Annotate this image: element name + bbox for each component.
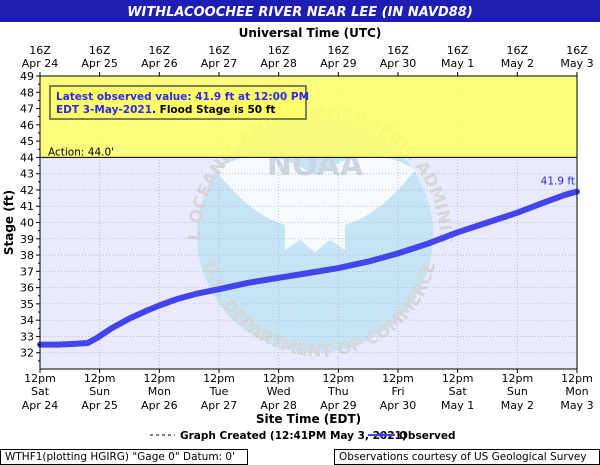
y-tick-label: 39 [20, 233, 34, 246]
top-tick-label-hour: 16Z [208, 44, 230, 57]
bottom-tick-label-weekday: Sat [449, 385, 468, 398]
bottom-tick-label-weekday: Sat [31, 385, 50, 398]
top-tick-label-date: May 3 [560, 57, 593, 70]
bottom-tick-label-weekday: Mon [148, 385, 171, 398]
bottom-tick-label-date: Apr 25 [81, 399, 118, 412]
title-bar [0, 0, 600, 22]
top-tick-label-date: Apr 26 [141, 57, 178, 70]
y-tick-label: 43 [20, 168, 34, 181]
latest-value-box [49, 85, 307, 120]
bottom-tick-label-time: 12pm [203, 372, 235, 385]
bottom-tick-label-time: 12pm [24, 372, 56, 385]
observed-series-line [37, 188, 580, 348]
bottom-tick-label-time: 12pm [382, 372, 414, 385]
y-tick-label: 42 [20, 184, 34, 197]
last-value-label: 41.9 ft [541, 176, 575, 188]
bottom-tick-label-date: May 1 [441, 399, 474, 412]
bottom-tick-label-date: Apr 26 [141, 399, 178, 412]
top-tick-label-hour: 16Z [447, 44, 469, 57]
bottom-tick-label-time: 12pm [561, 372, 593, 385]
y-tick-label: 32 [20, 347, 34, 360]
y-tick-label: 35 [20, 298, 34, 311]
bottom-tick-label-weekday: Wed [267, 385, 291, 398]
footer-gage-info-text: WTHF1(plotting HGIRG) "Gage 0" Datum: 0' [5, 451, 235, 463]
top-tick-label-date: Apr 24 [22, 57, 59, 70]
y-tick-label: 44 [20, 151, 34, 164]
bottom-tick-label-weekday: Sun [89, 385, 110, 398]
top-tick-label-hour: 16Z [268, 44, 290, 57]
bottom-tick-label-weekday: Mon [565, 385, 588, 398]
bottom-tick-label-time: 12pm [143, 372, 175, 385]
top-tick-label-date: May 2 [501, 57, 534, 70]
top-tick-label-hour: 16Z [29, 44, 51, 57]
bottom-tick-label-date: Apr 28 [260, 399, 297, 412]
legend-created-label: Graph Created (12:41PM May 3, 2021) [180, 430, 407, 442]
y-tick-label: 47 [20, 103, 34, 116]
bottom-tick-label-time: 12pm [322, 372, 354, 385]
top-tick-label-date: Apr 25 [81, 57, 118, 70]
bottom-tick-label-time: 12pm [501, 372, 533, 385]
y-tick-label: 37 [20, 265, 34, 278]
bottom-tick-label-date: Apr 24 [22, 399, 59, 412]
bottom-tick-label-date: Apr 30 [380, 399, 417, 412]
latest-value-line1: Latest observed value: 41.9 ft at 12:00 … [56, 91, 309, 103]
top-tick-label-hour: 16Z [507, 44, 529, 57]
y-tick-label: 40 [20, 217, 34, 230]
y-tick-label: 46 [20, 119, 34, 132]
bottom-tick-label-time: 12pm [84, 372, 116, 385]
top-tick-label-hour: 16Z [566, 44, 588, 57]
top-tick-label-date: Apr 28 [260, 57, 297, 70]
y-tick-label: 38 [20, 249, 34, 262]
top-tick-label-hour: 16Z [149, 44, 171, 57]
top-tick-label-date: Apr 29 [320, 57, 357, 70]
bottom-tick-label-date: May 2 [501, 399, 534, 412]
top-tick-label-date: Apr 30 [380, 57, 417, 70]
legend-observed-marker [378, 432, 384, 438]
bottom-tick-label-date: May 3 [560, 399, 593, 412]
action-stage-label: Action: 44.0' [48, 146, 114, 158]
top-tick-label-hour: 16Z [387, 44, 409, 57]
y-tick-label: 48 [20, 86, 34, 99]
bottom-tick-label-time: 12pm [442, 372, 474, 385]
y-tick-label: 45 [20, 135, 34, 148]
bottom-tick-label-weekday: Sun [507, 385, 528, 398]
bottom-tick-label-weekday: Tue [209, 385, 229, 398]
flood-stage-note: . Flood Stage is 50 ft [152, 104, 275, 116]
y-tick-label: 34 [20, 314, 34, 327]
y-tick-label: 49 [20, 70, 34, 83]
top-tick-label-hour: 16Z [89, 44, 111, 57]
bottom-tick-label-weekday: Thu [327, 385, 349, 398]
latest-value-line2: EDT 3-May-2021. Flood Stage is 50 ft [56, 104, 275, 116]
legend-observed-label: Observed [399, 430, 455, 442]
top-tick-label-date: May 1 [441, 57, 474, 70]
top-axis-title: Universal Time (UTC) [239, 26, 382, 40]
y-tick-label: 41 [20, 200, 34, 213]
y-axis-title: Stage (ft) [2, 190, 16, 255]
top-tick-label-date: Apr 27 [201, 57, 238, 70]
top-tick-label-hour: 16Z [328, 44, 350, 57]
footer-gage-info: WTHF1(plotting HGIRG) "Gage 0" Datum: 0' [0, 449, 248, 465]
bottom-tick-label-weekday: Fri [391, 385, 404, 398]
footer-credit-text: Observations courtesy of US Geological S… [339, 451, 587, 463]
bottom-tick-label-date: Apr 27 [201, 399, 238, 412]
noaa-logo-bird [215, 156, 415, 252]
latest-value-timestamp: EDT 3-May-2021 [56, 104, 152, 116]
bottom-tick-label-date: Apr 29 [320, 399, 357, 412]
footer-observations-credit: Observations courtesy of US Geological S… [334, 449, 600, 465]
bottom-tick-label-time: 12pm [263, 372, 295, 385]
y-tick-label: 36 [20, 282, 34, 295]
chart-title: WITHLACOOCHEE RIVER NEAR LEE (IN NAVD88) [127, 5, 473, 20]
x-axis-title: Site Time (EDT) [256, 412, 361, 426]
y-tick-label: 33 [20, 330, 34, 343]
